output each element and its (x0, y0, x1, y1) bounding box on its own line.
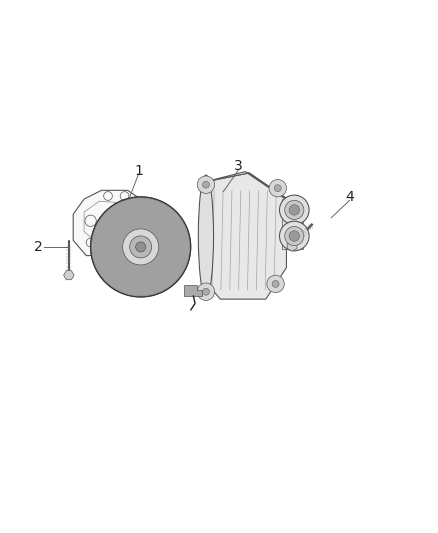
Polygon shape (203, 172, 286, 199)
Circle shape (102, 208, 179, 285)
Circle shape (130, 236, 152, 258)
Circle shape (118, 224, 163, 270)
Ellipse shape (198, 175, 214, 297)
Circle shape (274, 184, 281, 192)
Circle shape (289, 231, 300, 241)
Text: 2: 2 (34, 240, 43, 254)
Polygon shape (201, 173, 286, 299)
Circle shape (289, 205, 300, 215)
Circle shape (197, 176, 215, 193)
Polygon shape (73, 190, 143, 256)
Text: 3: 3 (234, 159, 243, 173)
Circle shape (111, 217, 170, 277)
Circle shape (91, 197, 191, 297)
Circle shape (202, 288, 209, 295)
Circle shape (117, 223, 165, 271)
Polygon shape (282, 199, 303, 249)
Circle shape (285, 227, 304, 246)
Circle shape (136, 242, 146, 252)
Circle shape (92, 198, 190, 296)
Circle shape (285, 200, 304, 220)
Circle shape (107, 214, 174, 280)
Circle shape (279, 221, 309, 251)
Circle shape (109, 215, 172, 278)
Circle shape (122, 228, 160, 266)
Polygon shape (64, 271, 74, 280)
Circle shape (272, 280, 279, 287)
Circle shape (202, 181, 209, 188)
Polygon shape (184, 285, 202, 296)
Circle shape (120, 226, 162, 268)
Circle shape (197, 283, 215, 301)
Circle shape (279, 195, 309, 225)
Circle shape (104, 210, 177, 284)
Circle shape (115, 221, 167, 273)
Circle shape (93, 200, 188, 294)
Circle shape (100, 207, 181, 287)
Circle shape (99, 205, 183, 289)
Circle shape (106, 212, 176, 282)
Circle shape (269, 180, 286, 197)
Text: 4: 4 (345, 190, 354, 204)
Circle shape (123, 229, 159, 265)
Circle shape (267, 275, 284, 293)
Circle shape (97, 203, 184, 290)
Polygon shape (287, 240, 297, 251)
Circle shape (95, 201, 186, 293)
Text: 1: 1 (134, 164, 143, 177)
Circle shape (113, 219, 169, 275)
